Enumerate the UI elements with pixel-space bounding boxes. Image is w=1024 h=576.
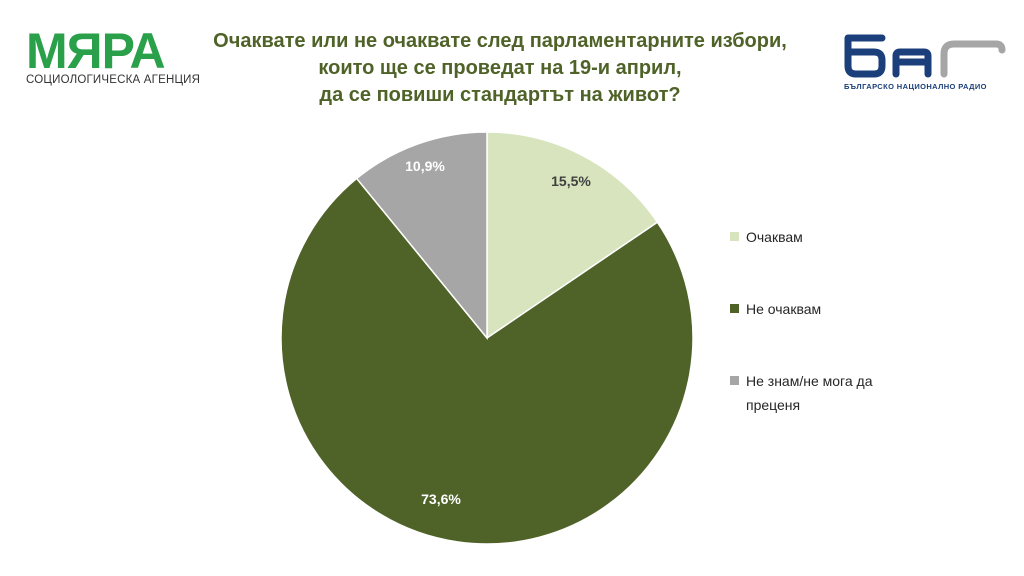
pie-slice-3 (355, 131, 488, 341)
legend-item-1: Очаквам (730, 225, 930, 249)
chart-title-line-1: Очаквате или не очаквате след парламента… (213, 30, 787, 52)
legend-swatch-2 (730, 304, 739, 313)
chart-title-line-3: да се повиши стандартът на живот? (319, 84, 681, 106)
logo-myara-brand: МЯРА (26, 23, 166, 79)
logo-myara: МЯРА СОЦИОЛОГИЧЕСКА АГЕНЦИЯ (26, 23, 201, 86)
data-label-text-2: 73,6% (421, 491, 461, 507)
data-label-1: 15,5% (548, 170, 594, 192)
logo-bnr-tagline: БЪЛГАРСКО НАЦИОНАЛНО РАДИО (844, 82, 987, 91)
logo-bnr-mark (844, 34, 1006, 78)
pie-slice-1 (486, 131, 659, 340)
data-label-box-2 (418, 488, 464, 510)
legend-swatch-3 (730, 376, 739, 385)
data-label-2: 73,6% (418, 488, 464, 510)
data-label-3: 10,9% (402, 155, 448, 177)
chart-title-line-2: които ще се проведат на 19-и април, (318, 57, 682, 79)
chart-title: Очаквате или не очаквате след парламента… (200, 28, 800, 109)
legend-item-2: Не очаквам (730, 297, 930, 321)
data-label-box-3 (402, 155, 448, 177)
legend-item-3: Не знам/не мога да преценя (730, 369, 930, 417)
data-label-text-1: 15,5% (551, 173, 591, 189)
data-label-text-3: 10,9% (405, 158, 445, 174)
data-label-box-1 (548, 170, 594, 192)
logo-bnr: БЪЛГАРСКО НАЦИОНАЛНО РАДИО (840, 32, 1010, 92)
legend-swatch-1 (730, 232, 739, 241)
pie-slice-2 (280, 177, 694, 545)
legend-label-2: Не очаквам (746, 301, 822, 317)
logo-myara-subtitle: СОЦИОЛОГИЧЕСКА АГЕНЦИЯ (26, 74, 201, 86)
legend-label-1: Очаквам (746, 229, 803, 245)
legend-label-3: Не знам/не мога да преценя (746, 373, 873, 413)
